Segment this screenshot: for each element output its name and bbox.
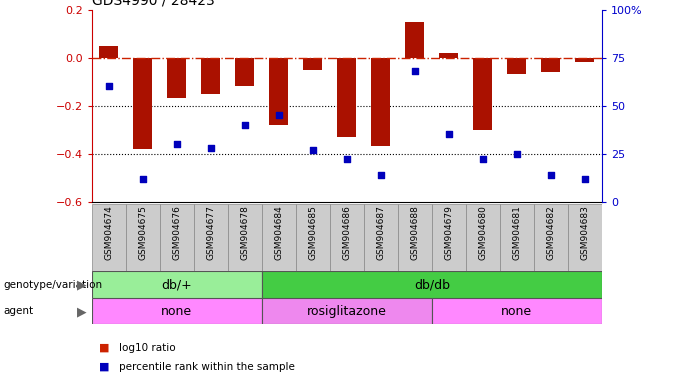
Text: GSM904685: GSM904685 (308, 205, 318, 260)
Text: GSM904688: GSM904688 (410, 205, 420, 260)
Bar (99, 46, 118, 58)
Bar (296, 204, 330, 271)
Text: GSM904680: GSM904680 (478, 205, 488, 260)
Bar (160, 204, 194, 271)
Point (477, 156, 488, 162)
Text: GSM904679: GSM904679 (444, 205, 454, 260)
Text: log10 ratio: log10 ratio (119, 343, 175, 353)
Bar (432, 298, 602, 324)
Bar (439, 53, 458, 58)
Bar (269, 58, 288, 125)
Text: rosiglitazone: rosiglitazone (307, 305, 387, 318)
Point (273, 112, 284, 118)
Bar (371, 58, 390, 146)
Bar (575, 58, 594, 63)
Text: none: none (161, 305, 192, 318)
Text: ▶: ▶ (77, 278, 86, 291)
Point (375, 172, 386, 178)
Point (137, 175, 148, 182)
Point (171, 141, 182, 147)
Point (409, 68, 420, 74)
Text: GSM904674: GSM904674 (104, 205, 114, 260)
Text: ▶: ▶ (77, 305, 86, 318)
Point (579, 175, 590, 182)
Bar (201, 58, 220, 94)
Bar (92, 271, 262, 298)
Bar (398, 204, 432, 271)
Bar (262, 204, 296, 271)
Text: GSM904681: GSM904681 (512, 205, 522, 260)
Text: GSM904677: GSM904677 (206, 205, 216, 260)
Bar (432, 204, 466, 271)
Bar (473, 58, 492, 130)
Text: GSM904686: GSM904686 (342, 205, 352, 260)
Bar (262, 271, 602, 298)
Text: ■: ■ (99, 343, 109, 353)
Text: ■: ■ (99, 362, 109, 372)
Text: GSM904683: GSM904683 (580, 205, 590, 260)
Text: db/db: db/db (414, 278, 449, 291)
Text: GSM904676: GSM904676 (172, 205, 182, 260)
Text: GSM904682: GSM904682 (546, 205, 556, 260)
Text: genotype/variation: genotype/variation (3, 280, 103, 290)
Bar (126, 204, 160, 271)
Text: GDS4990 / 28423: GDS4990 / 28423 (92, 0, 215, 7)
Point (205, 145, 216, 151)
Text: GSM904684: GSM904684 (274, 205, 284, 260)
Bar (194, 204, 228, 271)
Text: GSM904678: GSM904678 (240, 205, 250, 260)
Bar (92, 298, 262, 324)
Bar (330, 204, 364, 271)
Point (511, 151, 522, 157)
Bar (364, 204, 398, 271)
Bar (92, 204, 126, 271)
Bar (541, 58, 560, 72)
Bar (167, 58, 186, 98)
Bar (500, 204, 534, 271)
Text: agent: agent (3, 306, 33, 316)
Point (341, 156, 352, 162)
Bar (235, 58, 254, 86)
Bar (507, 58, 526, 74)
Bar (405, 22, 424, 58)
Point (545, 172, 556, 178)
Bar (337, 58, 356, 137)
Bar (303, 58, 322, 70)
Point (239, 122, 250, 128)
Text: none: none (501, 305, 532, 318)
Bar (133, 58, 152, 149)
Text: GSM904687: GSM904687 (376, 205, 386, 260)
Bar (568, 204, 602, 271)
Point (443, 131, 454, 137)
Text: GSM904675: GSM904675 (138, 205, 148, 260)
Point (307, 147, 318, 153)
Text: percentile rank within the sample: percentile rank within the sample (119, 362, 295, 372)
Text: db/+: db/+ (161, 278, 192, 291)
Bar (228, 204, 262, 271)
Bar (262, 298, 432, 324)
Bar (534, 204, 568, 271)
Point (103, 83, 114, 89)
Bar (466, 204, 500, 271)
